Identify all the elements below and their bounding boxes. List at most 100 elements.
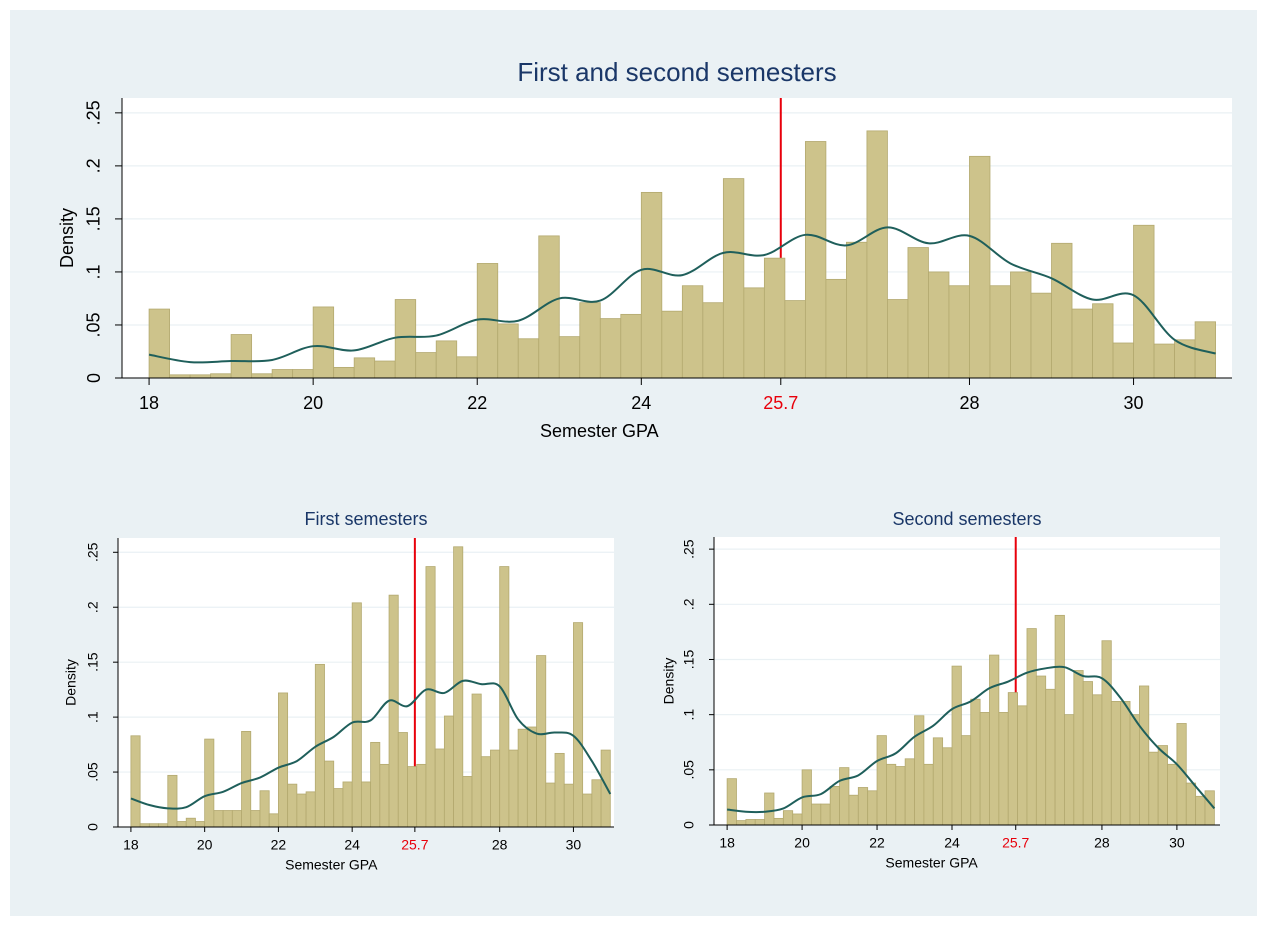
y-tick-label: .2 [681,598,697,610]
bar [394,299,417,379]
bar [167,774,178,828]
bar [536,655,547,828]
bar [1167,763,1178,826]
bar [1073,670,1084,826]
bar [1129,714,1140,826]
x-tick-label: 18 [123,837,139,853]
y-tick-label: .15 [84,206,104,231]
bar [736,820,747,826]
bar [726,778,737,826]
chart-title: First semesters [304,509,427,529]
y-tick-label: 0 [85,823,101,831]
bar [416,763,427,828]
bar [702,302,724,379]
x-tick-label: 20 [303,393,323,413]
bar [857,787,869,826]
bar [1148,751,1159,826]
bar [1092,694,1103,826]
y-tick-label: .1 [85,711,101,723]
bar [425,566,436,828]
bar [820,803,831,826]
y-axis-label: Density [57,208,77,268]
bar [210,373,232,379]
x-axis-label: Semester GPA [540,421,659,441]
reference-label: 25.7 [1002,835,1029,851]
bar [526,726,537,828]
bar [312,306,335,379]
bar [904,758,915,826]
bar [886,763,897,826]
bar [185,817,196,828]
x-tick-label: 28 [959,393,979,413]
bar [305,791,316,828]
bar [231,810,242,828]
bar [480,756,491,828]
x-tick-label: 18 [139,393,159,413]
x-axis-label: Semester GPA [885,855,978,871]
x-tick-label: 22 [869,835,885,851]
bar [867,790,878,826]
bar [895,766,906,826]
bar [148,308,170,379]
y-axis-label: Density [661,658,677,705]
x-tick-label: 24 [344,837,360,853]
y-tick-label: .05 [85,762,101,782]
bar [1120,701,1131,826]
x-tick-label: 22 [271,837,287,853]
bar [754,819,765,826]
density-line [130,679,612,810]
bar [456,356,478,379]
bar [1010,271,1032,379]
bar [573,622,584,828]
y-tick-label: .05 [681,760,697,780]
bar [599,318,622,379]
bar [490,749,501,828]
bar [681,285,704,379]
bar [1133,224,1155,379]
bar [804,141,827,379]
bar [1071,308,1093,379]
bar [1185,782,1197,826]
bar [876,735,887,826]
bar [848,794,859,826]
bar [268,813,279,828]
x-tick-label: 28 [1094,835,1110,851]
bar [591,779,602,828]
bar [582,793,593,828]
bar [951,665,962,826]
chart-title: First and second semesters [517,57,836,87]
y-tick-label: .15 [85,652,101,672]
reference-label: 25.7 [401,837,428,853]
bar [379,763,390,828]
bar [292,369,314,379]
x-tick-label: 18 [719,835,735,851]
bar [887,299,909,379]
bar [579,302,601,379]
bar [176,821,187,828]
bar [415,352,437,379]
bar [866,130,888,379]
bar [278,692,289,828]
bar [434,748,445,828]
bar [271,369,294,379]
bar [1092,303,1114,379]
bar [471,693,482,828]
bar [333,366,355,379]
bar [296,793,307,828]
bar [1139,685,1150,826]
bar [825,278,847,379]
bar [1045,688,1056,826]
bar [998,712,1009,826]
bar [342,781,353,828]
x-tick-label: 24 [631,393,651,413]
density-line [727,665,1216,814]
bar [1026,628,1037,826]
bar [773,817,784,826]
y-tick-label: .25 [85,542,101,562]
bar [1007,692,1018,826]
bar [1082,681,1093,826]
y-tick-label: .05 [84,312,104,337]
bar [942,747,953,826]
bar [353,357,376,379]
bar [829,785,840,826]
